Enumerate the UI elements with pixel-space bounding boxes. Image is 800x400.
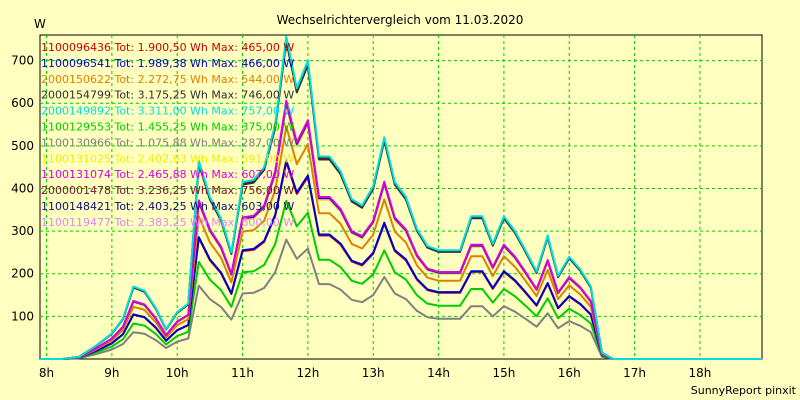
legend-entry-2000154799: 2000154799 Tot: 3.175,25 Wh Max: 746,00 … [41, 89, 294, 102]
legend-entry-1100119477: 1100119477 Tot: 2.383,25 Wh Max: 600,00 … [41, 216, 294, 229]
legend-entry-1100131074: 1100131074 Tot: 2.465,88 Wh Max: 607,00 … [41, 168, 294, 181]
y-tick-label: 300 [11, 224, 34, 238]
x-tick-label: 11h [231, 366, 254, 380]
x-tick-label: 10h [166, 366, 189, 380]
series-line-2000149892 [40, 35, 762, 360]
y-axis-label: W [34, 17, 46, 31]
y-tick-label: 600 [11, 96, 34, 110]
x-tick-label: 13h [362, 366, 385, 380]
legend-entry-2000001478: 2000001478 Tot: 3.236,25 Wh Max: 756,00 … [41, 184, 294, 197]
y-tick-label: 400 [11, 181, 34, 195]
x-axis-ticks: 8h 9h 10h 11h 12h 13h 14h 15h 16h 17h 18h [39, 366, 711, 380]
legend-entry-2000149892: 2000149892 Tot: 3.311,00 Wh Max: 757,00 … [41, 105, 294, 118]
y-axis-ticks: 100 200 300 400 500 600 700 [11, 54, 34, 324]
plot-area-frame [39, 34, 763, 360]
legend-entry-1100131025: 1100131025 Tot: 2.402,63 Wh Max: 591,00 … [41, 152, 294, 165]
legend-entry-1100148421: 1100148421 Tot: 2.403,25 Wh Max: 603,00 … [41, 200, 294, 213]
legend-entry-1100096436: 1100096436 Tot: 1.900,50 Wh Max: 465,00 … [41, 41, 294, 54]
y-tick-label: 500 [11, 139, 34, 153]
chart-title: Wechselrichtervergleich vom 11.03.2020 [277, 13, 524, 27]
y-tick-label: 700 [11, 54, 34, 68]
footer-credit: SunnyReport pinxit [691, 384, 797, 397]
y-tick-label: 200 [11, 267, 34, 281]
x-tick-label: 14h [427, 366, 450, 380]
legend-entry-1100129553: 1100129553 Tot: 1.455,25 Wh Max: 375,00 … [41, 121, 294, 134]
series-lines [40, 35, 762, 360]
x-tick-label: 8h [39, 366, 54, 380]
legend-entry-2000150622: 2000150622 Tot: 2.272,75 Wh Max: 544,00 … [41, 73, 294, 86]
x-tick-label: 15h [492, 366, 515, 380]
legend-entry-1100130966: 1100130966 Tot: 1.075,88 Wh Max: 287,00 … [41, 136, 294, 149]
legend: 1100096436 Tot: 1.900,50 Wh Max: 465,00 … [41, 41, 294, 229]
x-tick-label: 12h [296, 366, 319, 380]
x-tick-label: 17h [623, 366, 646, 380]
y-tick-label: 100 [11, 309, 34, 323]
x-tick-label: 18h [688, 366, 711, 380]
x-tick-label: 9h [104, 366, 119, 380]
legend-entry-1100096541: 1100096541 Tot: 1.989,38 Wh Max: 466,00 … [41, 57, 294, 70]
x-tick-label: 16h [558, 366, 581, 380]
